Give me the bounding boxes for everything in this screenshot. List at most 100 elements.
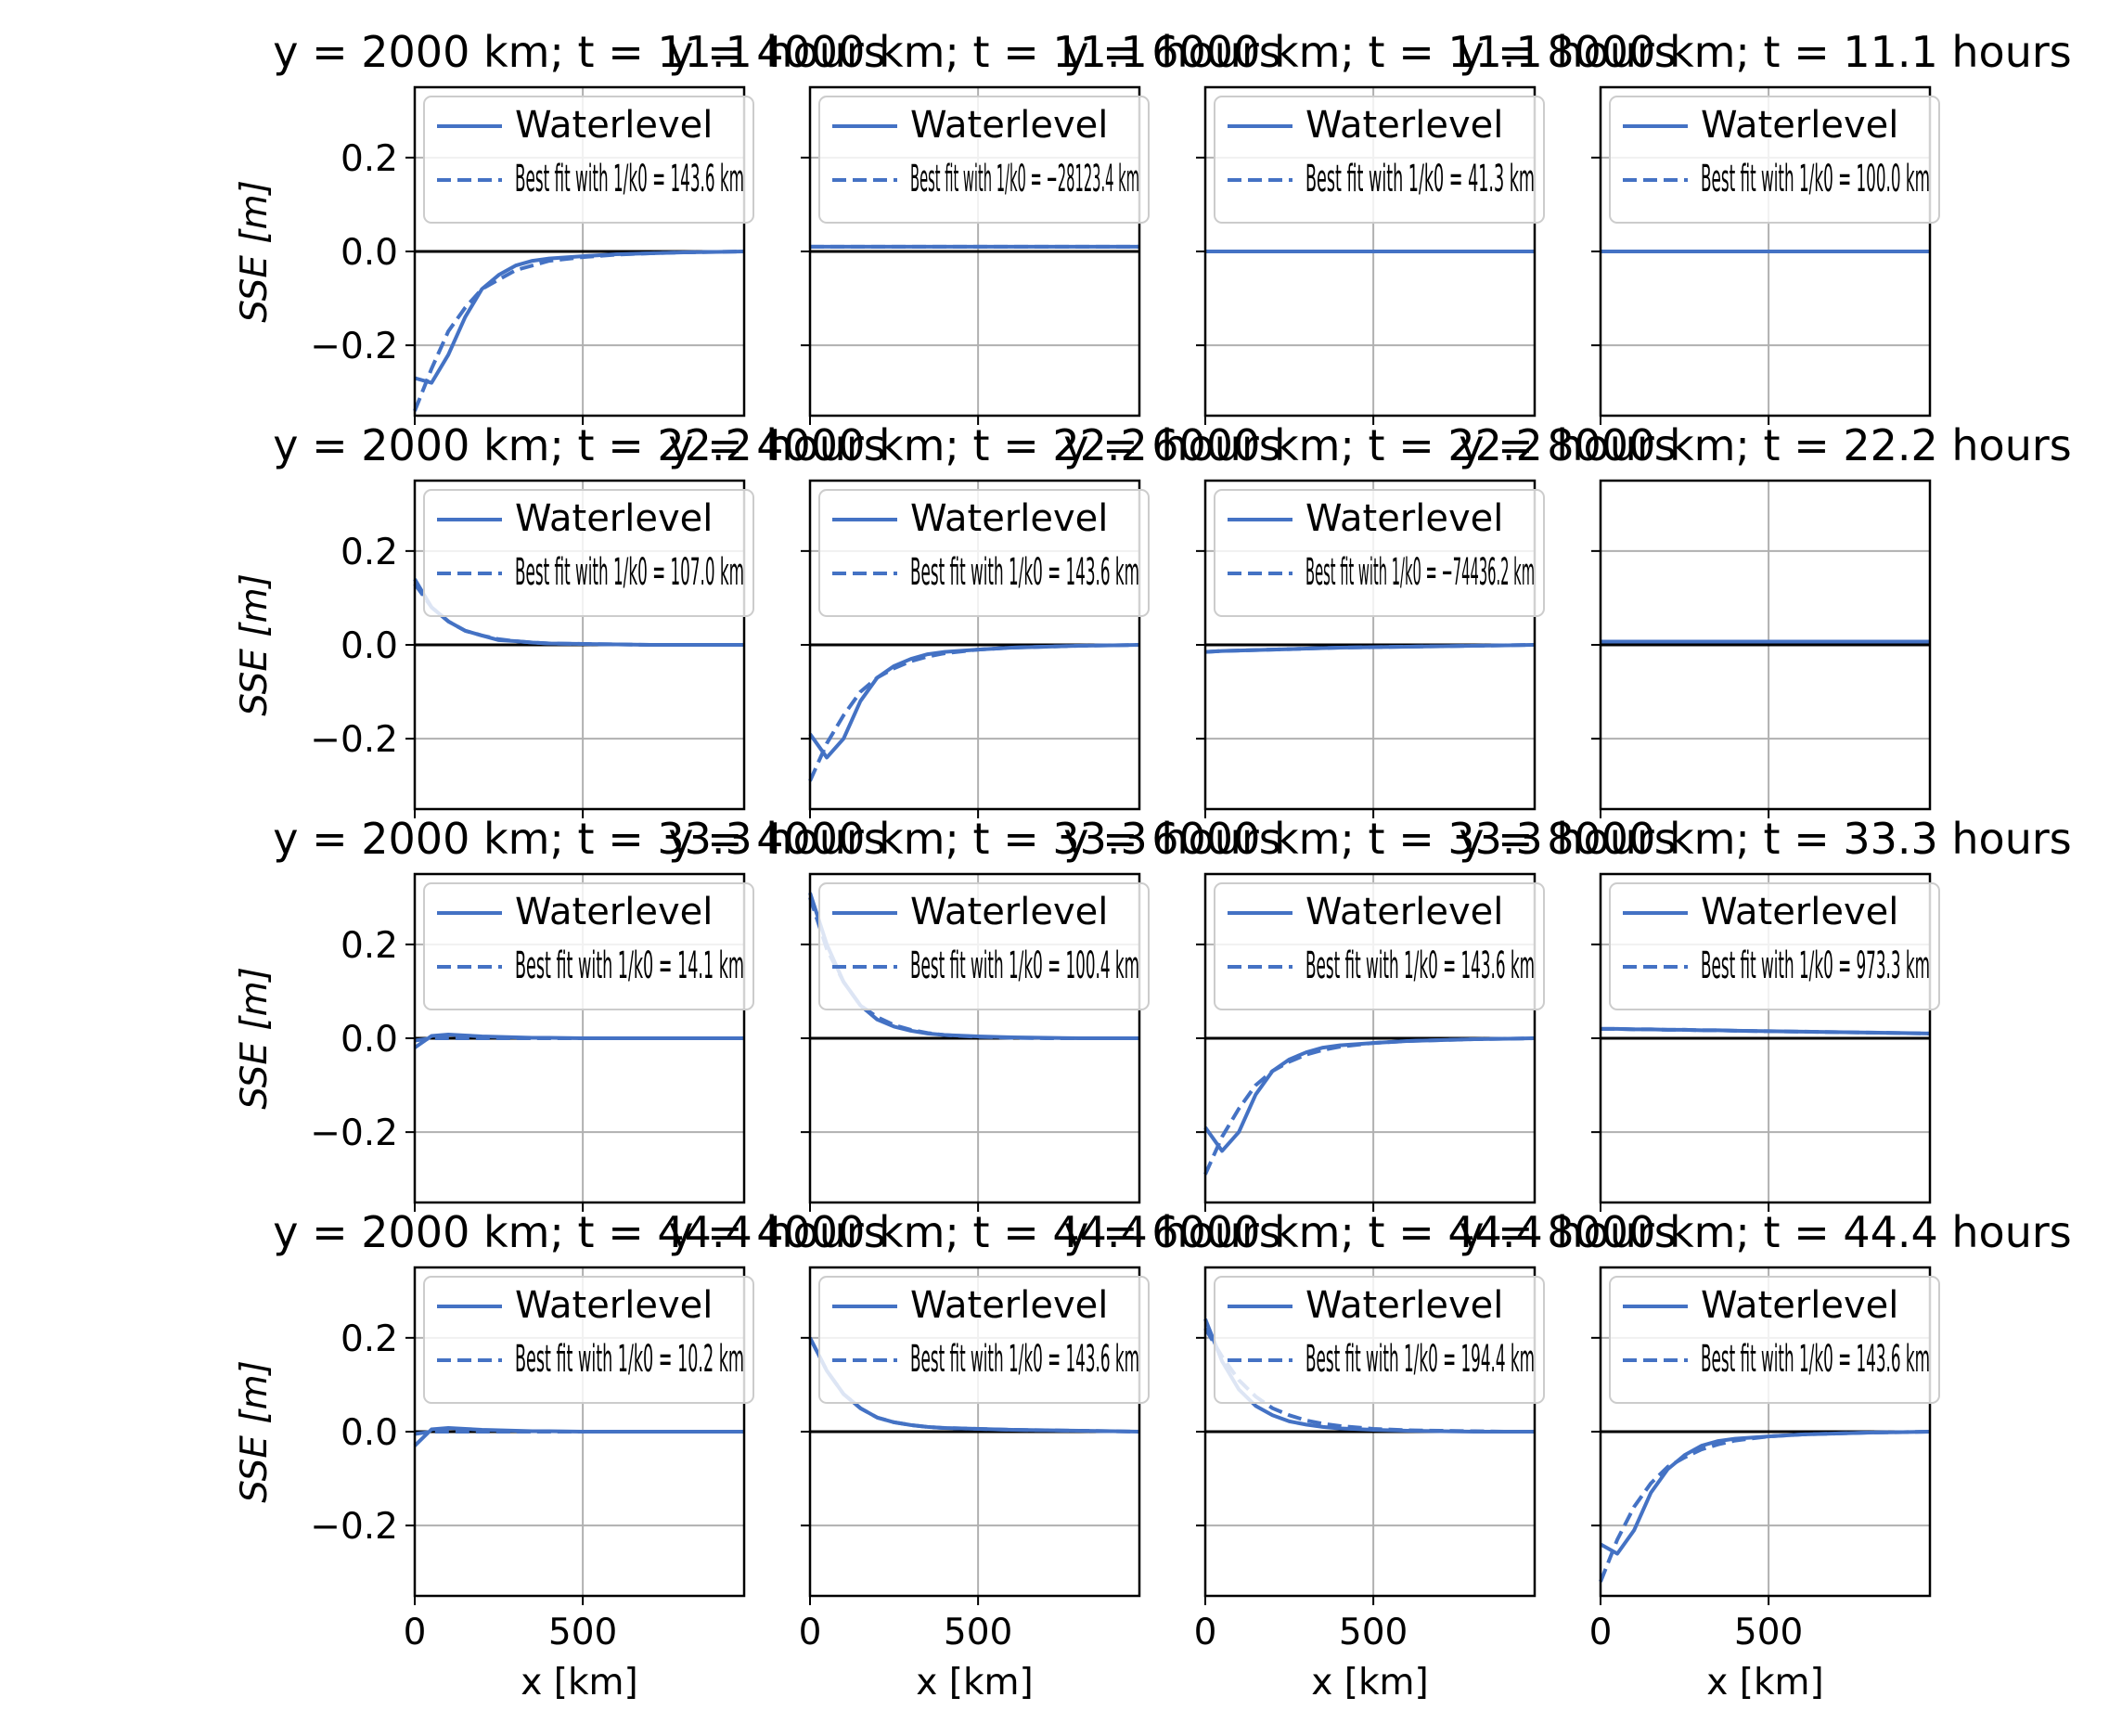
legend-entry-label: Best fit with 1/k0 = 143.6 km xyxy=(515,158,744,200)
y-tick-label: 0.0 xyxy=(341,232,398,274)
subplot-3-2: y = 4000 km; t = 33.3 hours Waterlevel Bes… xyxy=(668,814,1281,1212)
legend-entry-label: Best fit with 1/k0 = 14.1 km xyxy=(515,945,744,987)
x-axis-label: x [km] xyxy=(1311,1662,1428,1704)
legend-box xyxy=(1609,1276,1940,1404)
y-axis-label: SSE [m] xyxy=(234,967,276,1110)
legend-box xyxy=(1214,1276,1545,1404)
legend-entry-label: Best fit with 1/k0 = 41.3 km xyxy=(1305,158,1535,200)
legend-entry-label: Best fit with 1/k0 = 10.2 km xyxy=(515,1338,744,1381)
subplot-2-3: y = 6000 km; t = 22.2 hours Waterlevel Bes… xyxy=(1063,420,1677,818)
subplot-title: y = 4000 km; t = 44.4 hours xyxy=(668,1207,1280,1257)
legend-entry-label: Waterlevel xyxy=(1701,891,1898,933)
series-best-fit-line xyxy=(1599,1430,1931,1583)
legend-entry-label: Waterlevel xyxy=(1305,891,1503,933)
legend-entry-label: Waterlevel xyxy=(515,497,713,540)
legend-entry-label: Waterlevel xyxy=(515,891,713,933)
y-tick-label: −0.2 xyxy=(310,1506,398,1548)
series-best-fit-line xyxy=(414,1036,744,1043)
subplot-title: y = 4000 km; t = 33.3 hours xyxy=(668,814,1280,864)
subplot-title: y = 2000 km; t = 44.4 hours xyxy=(273,1207,885,1257)
legend-box xyxy=(423,96,754,224)
legend-box xyxy=(423,882,754,1010)
subplot-title: y = 2000 km; t = 11.1 hours xyxy=(273,27,885,77)
subplot-title: y = 8000 km; t = 22.2 hours xyxy=(1459,420,2071,470)
x-tick-label: 500 xyxy=(1734,1612,1803,1653)
legend-entry-label: Best fit with 1/k0 = 973.3 km xyxy=(1701,945,1930,987)
y-tick-label: 0.2 xyxy=(341,532,398,573)
legend-box xyxy=(818,96,1150,224)
subplot-title: y = 8000 km; t = 33.3 hours xyxy=(1459,814,2071,864)
legend-entry-label: Best fit with 1/k0 = 143.6 km xyxy=(1701,1338,1930,1381)
subplot-4-3: 0 500 x [km] y = 6000 km; t = 44.4 hours Wat… xyxy=(1063,1207,1676,1704)
subplot-title: y = 6000 km; t = 11.1 hours xyxy=(1063,27,1676,77)
series-best-fit-line xyxy=(414,1430,744,1436)
series-best-fit-line xyxy=(1203,1036,1536,1176)
legend-box xyxy=(818,1276,1150,1404)
x-axis-label: x [km] xyxy=(1706,1662,1823,1704)
legend-box xyxy=(1214,489,1545,617)
y-axis-label: SSE [m] xyxy=(234,180,276,323)
legend-box xyxy=(1609,882,1940,1010)
x-tick-label: 0 xyxy=(799,1612,822,1653)
legend-entry-label: Best fit with 1/k0 = 107.0 km xyxy=(515,551,744,594)
y-tick-label: 0.2 xyxy=(341,138,398,180)
series-waterlevel-line xyxy=(1203,1036,1536,1153)
subplot-title: y = 8000 km; t = 11.1 hours xyxy=(1459,27,2071,77)
x-tick-label: 0 xyxy=(1194,1612,1217,1653)
subplot-1-1: 0.2 0.0 −0.2 SSE [m] y = 2000 km; t = 11.1 h… xyxy=(234,27,886,425)
y-axis-label: SSE [m] xyxy=(234,573,276,716)
legend-box xyxy=(1609,96,1940,224)
legend-box xyxy=(423,489,754,617)
subplot-title: y = 2000 km; t = 33.3 hours xyxy=(273,814,885,864)
legend-entry-label: Waterlevel xyxy=(1305,104,1503,147)
legend-entry-label: Waterlevel xyxy=(515,1284,713,1327)
series-waterlevel-line xyxy=(808,643,1140,760)
subplot-4-1: 0.2 0.0 −0.2 SSE [m] 0 500 x [km] y = 2000 km; … xyxy=(234,1207,886,1704)
legend-entry-label: Best fit with 1/k0 = 143.6 km xyxy=(910,551,1139,594)
legend-entry-label: Best fit with 1/k0 = 194.4 km xyxy=(1305,1338,1535,1381)
x-tick-label: 500 xyxy=(548,1612,617,1653)
subplot-2-4: y = 8000 km; t = 22.2 hours xyxy=(1459,420,2072,818)
y-tick-label: 0.2 xyxy=(341,925,398,967)
subplot-2-2: y = 4000 km; t = 22.2 hours Waterlevel Bes… xyxy=(668,420,1281,818)
x-axis-label: x [km] xyxy=(916,1662,1033,1704)
legend-entry-label: Best fit with 1/k0 = −74436.2 km xyxy=(1305,551,1535,594)
subplot-1-3: y = 6000 km; t = 11.1 hours Waterlevel Bes… xyxy=(1063,27,1677,425)
subplot-title: y = 4000 km; t = 22.2 hours xyxy=(668,420,1280,470)
legend-entry-label: Waterlevel xyxy=(1305,1284,1503,1327)
y-tick-label: 0.0 xyxy=(341,1019,398,1061)
legend-entry-label: Waterlevel xyxy=(910,1284,1108,1327)
legend-entry-label: Best fit with 1/k0 = 143.6 km xyxy=(1305,945,1535,987)
subplot-title: y = 8000 km; t = 44.4 hours xyxy=(1459,1207,2071,1257)
subplot-4-4: 0 500 x [km] y = 8000 km; t = 44.4 hours Wat… xyxy=(1459,1207,2071,1704)
legend-box xyxy=(423,1276,754,1404)
x-axis-label: x [km] xyxy=(521,1662,637,1704)
legend-entry-label: Waterlevel xyxy=(1701,104,1898,147)
y-tick-label: 0.0 xyxy=(341,1412,398,1454)
y-tick-label: 0.2 xyxy=(341,1318,398,1360)
subplot-2-1: 0.2 0.0 −0.2 SSE [m] y = 2000 km; t = 22.2 h… xyxy=(234,420,886,818)
legend-entry-label: Best fit with 1/k0 = −28123.4 km xyxy=(910,158,1139,200)
subplot-title: y = 6000 km; t = 44.4 hours xyxy=(1063,1207,1676,1257)
subplot-title: y = 6000 km; t = 22.2 hours xyxy=(1063,420,1676,470)
legend-entry-label: Best fit with 1/k0 = 100.0 km xyxy=(1701,158,1930,200)
y-tick-label: −0.2 xyxy=(310,326,398,367)
y-axis-label: SSE [m] xyxy=(234,1360,276,1503)
y-tick-label: −0.2 xyxy=(310,1112,398,1154)
series-best-fit-line xyxy=(808,896,1139,1040)
subplot-3-1: 0.2 0.0 −0.2 SSE [m] y = 2000 km; t = 33.3 h… xyxy=(234,814,886,1212)
legend-entry-label: Waterlevel xyxy=(910,891,1108,933)
legend-entry-label: Waterlevel xyxy=(515,104,713,147)
subplot-3-3: y = 6000 km; t = 33.3 hours Waterlevel Bes… xyxy=(1063,814,1677,1212)
series-best-fit-line xyxy=(1204,643,1536,654)
legend-box xyxy=(1214,96,1545,224)
subplot-title: y = 4000 km; t = 11.1 hours xyxy=(668,27,1280,77)
x-tick-label: 500 xyxy=(944,1612,1012,1653)
x-tick-label: 0 xyxy=(1589,1612,1613,1653)
legend-box xyxy=(818,882,1150,1010)
legend-entry-label: Waterlevel xyxy=(1701,1284,1898,1327)
x-tick-label: 500 xyxy=(1339,1612,1408,1653)
legend-entry-label: Waterlevel xyxy=(910,497,1108,540)
